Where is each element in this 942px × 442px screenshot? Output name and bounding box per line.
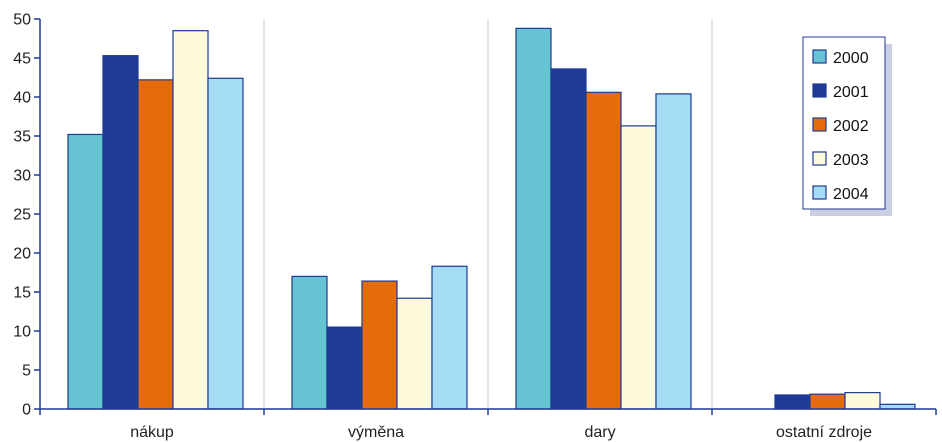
legend-label-2004: 2004 xyxy=(833,186,869,203)
bar-2000-0 xyxy=(67,133,104,410)
legend-swatch-2000 xyxy=(812,49,827,64)
legend-swatch-2003 xyxy=(812,151,827,166)
x-tick-label: ostatní zdroje xyxy=(776,424,872,441)
grid-layer xyxy=(263,19,713,409)
y-tick-label: 20 xyxy=(13,246,31,263)
legend-label-2000: 2000 xyxy=(833,50,869,67)
bar-2003-2 xyxy=(620,125,657,410)
bar-2002-3 xyxy=(809,393,846,410)
y-tick-label: 5 xyxy=(22,363,31,380)
legend-swatch-2004 xyxy=(812,185,827,200)
bar-2000-2 xyxy=(515,27,552,410)
bar-2002-1 xyxy=(361,280,398,410)
x-tick-label: nákup xyxy=(130,424,174,441)
bar-2001-0 xyxy=(102,55,139,410)
bar-2001-2 xyxy=(550,68,587,410)
y-tick-label: 50 xyxy=(13,12,31,29)
bar-2004-1 xyxy=(431,265,468,410)
legend-label-2002: 2002 xyxy=(833,118,869,135)
bar-2002-2 xyxy=(585,91,622,410)
bar-2004-0 xyxy=(207,77,244,410)
y-tick-label: 25 xyxy=(13,207,31,224)
bar-2004-2 xyxy=(655,93,692,410)
bar-2001-1 xyxy=(326,326,363,410)
y-tick-label: 40 xyxy=(13,90,31,107)
y-tick-label: 45 xyxy=(13,51,31,68)
y-tick-label: 30 xyxy=(13,168,31,185)
x-tick-label: výměna xyxy=(348,424,404,441)
y-tick-label: 10 xyxy=(13,324,31,341)
axis-layer: 0 5 10 15 20 25 30 35 40 45 50 nákup výměna dary ostat… xyxy=(13,12,937,441)
legend-swatch-2002 xyxy=(812,117,827,132)
y-tick-label: 0 xyxy=(22,402,31,419)
legend-label-2001: 2001 xyxy=(833,84,869,101)
bar-2001-3 xyxy=(774,394,811,410)
x-tick-label: dary xyxy=(584,424,615,441)
bar-2000-1 xyxy=(291,275,328,410)
legend-swatch-2001 xyxy=(812,83,827,98)
bar-2003-3 xyxy=(844,392,881,410)
y-tick-label: 15 xyxy=(13,285,31,302)
bar-2002-0 xyxy=(137,79,174,410)
bar-2003-0 xyxy=(172,30,209,410)
legend: 2000 2001 2002 2003 2004 xyxy=(802,36,892,216)
bar-2003-1 xyxy=(396,297,433,410)
y-tick-label: 35 xyxy=(13,129,31,146)
bars-layer xyxy=(67,27,916,410)
legend-label-2003: 2003 xyxy=(833,152,869,169)
